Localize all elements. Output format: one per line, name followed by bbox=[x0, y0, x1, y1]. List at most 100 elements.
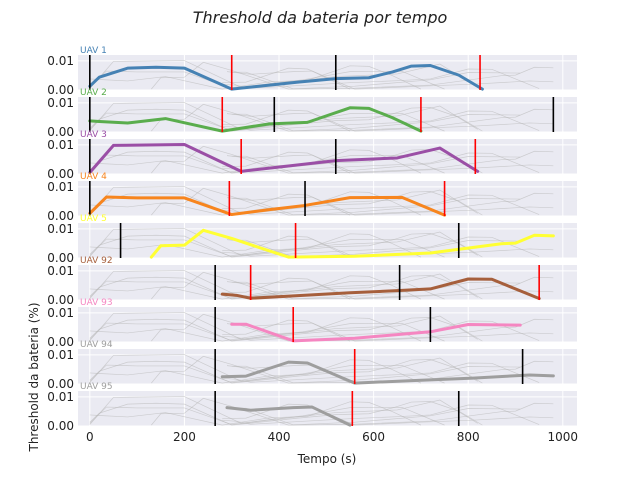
x-tick-label: 1000 bbox=[548, 430, 579, 444]
x-tick-label: 400 bbox=[268, 430, 291, 444]
uav-label: UAV 5 bbox=[80, 214, 107, 224]
panel-7: 0.00 0.01 UAV 93 bbox=[47, 298, 577, 349]
background-trace bbox=[231, 407, 521, 426]
y-tick-label: 0.01 bbox=[47, 306, 74, 320]
uav-label: UAV 1 bbox=[80, 46, 107, 56]
panel-background bbox=[78, 391, 577, 426]
panel-background bbox=[78, 349, 577, 384]
background-trace bbox=[89, 275, 422, 300]
background-trace bbox=[222, 67, 554, 90]
y-tick-label: 0.00 bbox=[47, 377, 74, 391]
x-tick-labels: 0 200 400 600 800 1000 bbox=[86, 430, 578, 444]
y-tick-label: 0.00 bbox=[47, 167, 74, 181]
y-tick-label: 0.00 bbox=[47, 83, 74, 97]
background-trace bbox=[222, 277, 554, 300]
background-trace bbox=[222, 404, 540, 425]
background-trace bbox=[89, 322, 445, 342]
background-trace bbox=[151, 61, 554, 90]
y-tick-label: 0.01 bbox=[47, 180, 74, 194]
background-trace bbox=[226, 280, 351, 300]
background-trace bbox=[89, 107, 483, 132]
background-trace bbox=[151, 187, 554, 216]
y-tick-label: 0.01 bbox=[47, 54, 74, 68]
panel-background bbox=[78, 223, 577, 258]
background-trace bbox=[89, 396, 478, 425]
panel-2: 0.00 0.01 UAV 2 bbox=[47, 88, 577, 139]
background-trace bbox=[226, 70, 351, 90]
background-trace bbox=[231, 281, 521, 300]
y-tick-label: 0.00 bbox=[47, 251, 74, 265]
y-tick-label: 0.00 bbox=[47, 209, 74, 223]
y-tick-label: 0.01 bbox=[47, 138, 74, 152]
series-line bbox=[149, 228, 555, 259]
background-trace bbox=[231, 155, 521, 174]
panel-5: 0.00 0.01 UAV 5 bbox=[47, 214, 577, 265]
background-trace bbox=[222, 151, 554, 174]
series-line bbox=[88, 195, 447, 217]
background-trace bbox=[89, 270, 478, 299]
background-trace bbox=[89, 65, 422, 90]
background-trace bbox=[89, 149, 422, 174]
background-trace bbox=[89, 359, 422, 384]
background-trace bbox=[89, 275, 483, 300]
chart-title: Threshold da bateria por tempo bbox=[193, 8, 448, 27]
background-trace bbox=[151, 397, 554, 426]
y-tick-label: 0.01 bbox=[47, 348, 74, 362]
series-line bbox=[88, 106, 423, 133]
background-trace bbox=[222, 193, 554, 216]
uav-label: UAV 95 bbox=[80, 382, 113, 392]
background-trace bbox=[151, 145, 554, 174]
uav-label: UAV 93 bbox=[80, 298, 113, 308]
background-trace bbox=[231, 113, 521, 132]
panel-background bbox=[78, 55, 577, 90]
y-tick-label: 0.00 bbox=[47, 419, 74, 433]
panel-6: 0.00 0.01 UAV 92 bbox=[47, 256, 577, 307]
panel-8: 0.00 0.01 UAV 94 bbox=[47, 340, 577, 391]
background-trace bbox=[89, 406, 445, 426]
y-tick-label: 0.00 bbox=[47, 125, 74, 139]
series-line bbox=[230, 322, 522, 343]
x-axis-label: Tempo (s) bbox=[297, 452, 357, 466]
background-trace bbox=[89, 191, 483, 216]
background-trace bbox=[89, 401, 483, 426]
background-trace bbox=[151, 103, 554, 132]
background-trace bbox=[89, 401, 422, 426]
x-tick-label: 200 bbox=[173, 430, 196, 444]
background-trace bbox=[222, 236, 540, 257]
y-tick-label: 0.01 bbox=[47, 390, 74, 404]
series-line bbox=[225, 405, 352, 427]
y-axis-label: Threshold da bateria (%) bbox=[27, 303, 41, 453]
background-trace bbox=[222, 362, 540, 383]
uav-label: UAV 94 bbox=[80, 340, 113, 350]
background-trace bbox=[89, 317, 483, 342]
background-trace bbox=[89, 354, 478, 383]
background-trace bbox=[89, 233, 483, 258]
series-line bbox=[88, 64, 484, 91]
background-trace bbox=[226, 112, 351, 132]
background-trace bbox=[89, 364, 445, 384]
panel-9: 0.00 0.01 UAV 95 bbox=[47, 382, 577, 433]
series-line bbox=[220, 277, 541, 301]
background-trace bbox=[89, 191, 422, 216]
uav-label: UAV 2 bbox=[80, 88, 107, 98]
y-tick-label: 0.00 bbox=[47, 293, 74, 307]
uav-label: UAV 4 bbox=[80, 172, 107, 182]
background-trace bbox=[231, 239, 521, 258]
y-tick-label: 0.01 bbox=[47, 96, 74, 110]
y-tick-label: 0.01 bbox=[47, 222, 74, 236]
background-trace bbox=[89, 359, 483, 384]
panel-4: 0.00 0.01 UAV 4 bbox=[47, 172, 577, 223]
y-tick-label: 0.01 bbox=[47, 264, 74, 278]
background-trace bbox=[151, 271, 554, 300]
x-tick-label: 0 bbox=[86, 430, 94, 444]
panel-1: 0.00 0.01 UAV 1 bbox=[47, 46, 577, 97]
background-trace bbox=[231, 197, 521, 216]
background-trace bbox=[89, 238, 445, 258]
x-tick-label: 800 bbox=[457, 430, 480, 444]
background-trace bbox=[231, 71, 521, 90]
background-trace bbox=[89, 228, 478, 257]
x-tick-label: 600 bbox=[362, 430, 385, 444]
background-trace bbox=[222, 109, 554, 132]
